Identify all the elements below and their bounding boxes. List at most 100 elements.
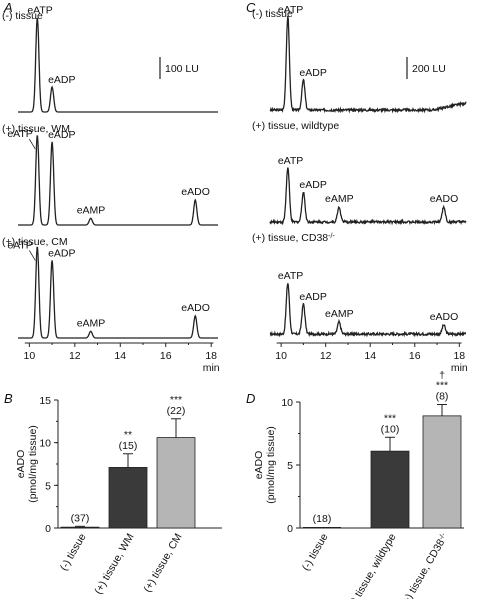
bar: [108, 467, 148, 529]
x-tick-label: 10: [24, 350, 36, 362]
trace-condition-label: (-) tissue: [252, 8, 293, 20]
significance-label: ***: [436, 380, 448, 392]
x-axis-unit: min: [451, 362, 468, 374]
trace-condition-label: (+) tissue, wildtype: [252, 120, 339, 132]
bar-group: (10)***: [370, 412, 410, 529]
bar-group: (8)***†: [422, 370, 462, 529]
peak-label-eatp: eATP: [27, 5, 52, 17]
scale-bar-label: 200 LU: [412, 63, 446, 75]
significance-label: **: [124, 429, 132, 441]
bar: [422, 415, 462, 529]
bar-group: (15)**: [108, 429, 148, 529]
y-tick-label: 0: [45, 523, 51, 535]
category-label: (+) tissue, CD38-/-: [399, 531, 451, 599]
x-tick-label: 16: [160, 350, 172, 362]
category-label: (-) tissue: [300, 531, 331, 573]
x-axis-unit: min: [203, 362, 220, 374]
peak-label-eado: eADO: [430, 311, 459, 323]
peak-label-eatp: eATP: [278, 270, 303, 282]
y-tick-label: 10: [39, 438, 51, 450]
x-tick-label: 10: [275, 350, 287, 362]
bar-n-label: (8): [436, 391, 449, 403]
trace-condition-label: (+) tissue, CD38-/-: [252, 232, 335, 244]
peak-label-eadp: eADP: [48, 247, 75, 259]
trace-line: [269, 15, 467, 114]
bar: [156, 437, 196, 529]
x-tick-label: 12: [69, 350, 81, 362]
bar-n-label: (37): [71, 512, 90, 524]
bar: [303, 527, 341, 528]
significance-dagger: †: [439, 370, 445, 382]
trace-line: [269, 167, 467, 226]
peak-label-eamp: eAMP: [325, 193, 354, 205]
category-label: (+) tissue, wildtype: [345, 531, 399, 599]
y-axis-label: eADO(pmol/mg tissue): [15, 425, 39, 503]
bar-chart-panel-d: 0 5 10 eADO(pmol/mg tissue) (18) (-) tissue (1…: [253, 370, 464, 604]
chromatogram-trace: (+) tissue, wildtype eATP eADP eAMP eADO: [252, 120, 467, 226]
x-tick-label: 12: [320, 350, 332, 362]
bar-group: (37): [60, 512, 100, 529]
y-tick-label: 15: [39, 395, 51, 407]
significance-label: ***: [384, 412, 396, 424]
peak-label-eamp: eAMP: [77, 317, 106, 329]
x-tick-label: 14: [114, 350, 126, 362]
category-label: (-) tissue: [58, 531, 89, 573]
bar-group: (22)***: [156, 394, 196, 529]
peak-pointer-line: [28, 250, 36, 261]
scale-bar-label: 100 LU: [165, 63, 199, 75]
trace-line: [269, 283, 467, 338]
y-tick-label: 5: [45, 480, 51, 492]
chromatogram-trace: (+) tissue, CD38-/- eATP eADP eAMP eADO: [252, 232, 467, 338]
trace-line: [18, 135, 218, 226]
scale-bar: 200 LU: [406, 57, 446, 79]
trace-condition-label: (-) tissue: [2, 10, 43, 22]
peak-pointer-line: [28, 138, 36, 150]
peak-label-eadp: eADP: [48, 129, 75, 141]
y-tick-label: 0: [287, 523, 293, 535]
peak-label-eado: eADO: [430, 193, 459, 205]
panel-letter-c: C: [246, 0, 256, 15]
y-tick-label: 5: [287, 460, 293, 472]
bar-n-label: (22): [167, 405, 186, 417]
y-axis-label: eADO(pmol/mg tissue): [253, 426, 277, 504]
bar-n-label: (10): [381, 423, 400, 435]
x-tick-label: 16: [409, 350, 421, 362]
x-tick-label: 14: [364, 350, 376, 362]
peak-label-eado: eADO: [181, 186, 210, 198]
bar-n-label: (18): [313, 513, 332, 525]
peak-label-eatp: eATP: [278, 4, 303, 16]
peak-label-eadp: eADP: [299, 67, 326, 79]
scale-bar: 100 LU: [159, 57, 199, 79]
bar-chart-panel-b: 0 5 10 15 eADO(pmol/mg tissue) (37) (-) tissue…: [15, 394, 222, 597]
category-label: (+) tissue, WM: [92, 532, 136, 597]
y-tick-label: 10: [281, 397, 293, 409]
peak-label-eado: eADO: [181, 302, 210, 314]
bar: [60, 526, 100, 529]
peak-label-eadp: eADP: [299, 179, 326, 191]
x-tick-label: 18: [453, 350, 465, 362]
peak-label-eatp: eATP: [278, 155, 303, 167]
peak-label-eamp: eAMP: [77, 204, 106, 216]
peak-label-eadp: eADP: [48, 74, 75, 86]
peak-label-eadp: eADP: [299, 291, 326, 303]
bar: [370, 450, 410, 529]
bar-group: (18): [303, 513, 341, 528]
significance-label: ***: [170, 394, 182, 406]
trace-line: [18, 246, 218, 339]
trace-condition-label: (+) tissue, CM: [2, 236, 68, 248]
bar-n-label: (15): [119, 440, 138, 452]
panel-letter-b: B: [4, 391, 13, 406]
peak-label-eatp: eATP: [7, 128, 32, 140]
category-label: (+) tissue, CM: [141, 532, 184, 595]
trace-condition-label: (+) tissue, WM: [2, 123, 70, 135]
trace-line: [18, 17, 218, 113]
